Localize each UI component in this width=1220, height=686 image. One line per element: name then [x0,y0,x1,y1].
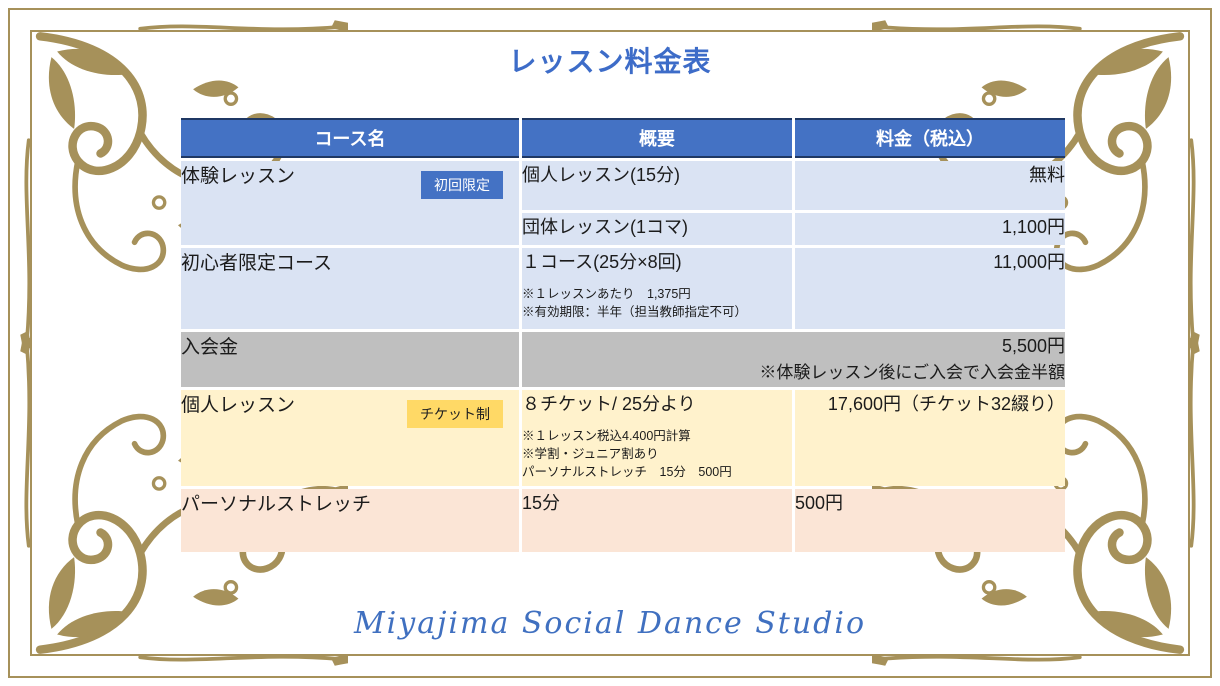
overview-main-text: ８チケット/ 25分より [522,394,696,414]
cell-stretch-course: パーソナルストレッチ [181,489,519,552]
note-line: ※学割・ジュニア割あり [522,447,659,462]
cell-beginner-overview: １コース(25分×8回) ※１レッスンあたり 1,375円 ※有効期限：半年（担… [522,248,792,329]
studio-signature: Miyajima Social Dance Studio [353,606,867,641]
note-line: ※有効期限：半年（担当教師指定不可） [522,305,748,320]
table-row-private-lesson: 個人レッスン チケット制 ８チケット/ 25分より ※１レッスン税込4.400円… [181,390,1065,486]
admission-price-text: 5,500円 [1001,336,1065,356]
table-row-stretch: パーソナルストレッチ 15分 500円 [181,489,1065,552]
table-header-row: コース名 概要 料金（税込） [181,118,1065,158]
page-title: レッスン料金表 [508,46,712,77]
header-overview: 概要 [522,118,792,158]
table-row-trial-group: 団体レッスン(1コマ) 1,100円 [181,213,1065,245]
course-name-label: 個人レッスン [181,395,296,416]
cell-trial-course: 体験レッスン 初回限定 [181,161,519,245]
table-row-admission: 入会金 5,500円 ※体験レッスン後にご入会で入会金半額 [181,332,1065,387]
cell-stretch-price: 500円 [795,489,1065,552]
overview-main-text: １コース(25分×8回) [522,252,682,272]
cell-beginner-course: 初心者限定コース [181,248,519,329]
cell-beginner-price: 11,000円 [795,248,1065,329]
cell-stretch-overview: 15分 [522,489,792,552]
lesson-price-table: コース名 概要 料金（税込） 体験レッスン 初回限定 個人レッスン(15分) 無… [178,115,1068,555]
table-row-beginner: 初心者限定コース １コース(25分×8回) ※１レッスンあたり 1,375円 ※… [181,248,1065,329]
course-name-label: パーソナルストレッチ [181,494,372,515]
cell-admission-course: 入会金 [181,332,519,387]
table-row-trial-private: 体験レッスン 初回限定 個人レッスン(15分) 無料 [181,161,1065,245]
course-name-label: 初心者限定コース [181,253,333,274]
course-name-label: 入会金 [181,337,239,358]
cell-private-price: 17,600円（チケット32綴り） [795,390,1065,486]
note-line: パーソナルストレッチ 15分 500円 [522,465,732,480]
cell-trial-private-overview: 個人レッスン(15分) [522,161,792,210]
cell-private-overview: ８チケット/ 25分より ※１レッスン税込4.400円計算 ※学割・ジュニア割あ… [522,390,792,486]
note-line: ※１レッスン税込4.400円計算 [522,429,691,443]
cell-trial-group-price: 1,100円 [795,213,1065,245]
course-name-label: 体験レッスン [181,166,296,187]
cell-trial-private-price: 無料 [795,161,1065,210]
cell-private-course: 個人レッスン チケット制 [181,390,519,486]
cell-admission-price: 5,500円 ※体験レッスン後にご入会で入会金半額 [522,332,1065,387]
admission-note-text: ※体験レッスン後にご入会で入会金半額 [759,363,1065,382]
header-course-name: コース名 [181,118,519,158]
note-line: ※１レッスンあたり 1,375円 [522,287,691,301]
first-time-only-badge: 初回限定 [421,171,503,199]
cell-trial-group-overview: 団体レッスン(1コマ) [522,213,792,245]
header-price: 料金（税込） [795,118,1065,158]
ticket-system-badge: チケット制 [407,400,503,428]
